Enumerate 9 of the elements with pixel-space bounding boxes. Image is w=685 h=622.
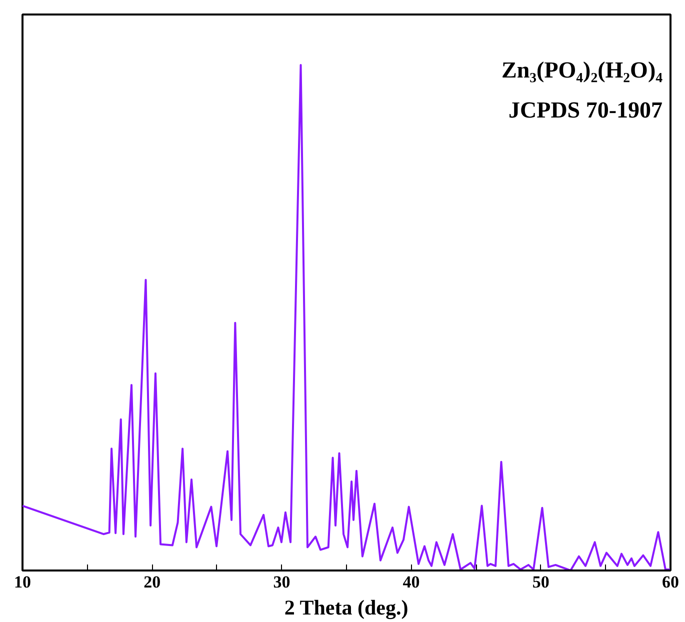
x-tick-label: 10	[14, 572, 31, 592]
x-tick-label: 50	[532, 572, 550, 592]
annotation: Zn₃(PO₄)₂(H₂O)₄	[502, 58, 663, 82]
x-tick-label: 20	[144, 572, 161, 592]
x-tick-label: 30	[273, 572, 290, 592]
x-tick-label: 40	[402, 572, 420, 592]
x-axis-title: 2 Theta (deg.)	[284, 596, 408, 620]
x-tick-label: 60	[662, 572, 679, 592]
annotation: JCPDS 70-1907	[508, 98, 663, 122]
